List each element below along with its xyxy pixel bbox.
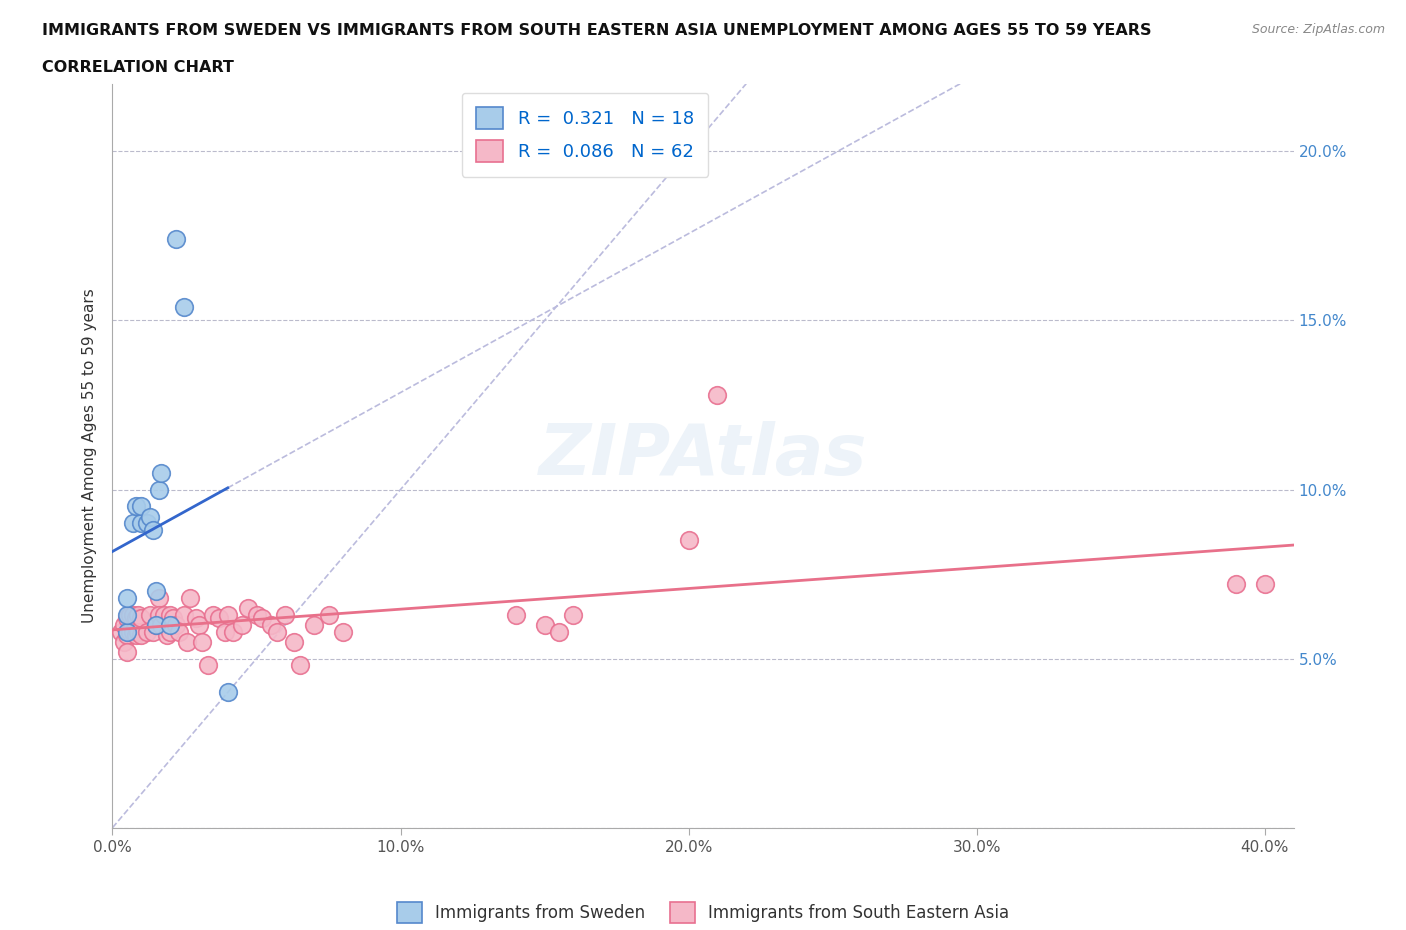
Point	[562, 607, 585, 622]
Legend: Immigrants from Sweden, Immigrants from South Eastern Asia: Immigrants from Sweden, Immigrants from …	[389, 896, 1017, 929]
Point	[260, 618, 283, 632]
Text: ZIPAtlas: ZIPAtlas	[538, 421, 868, 490]
Point	[222, 624, 245, 639]
Point	[148, 607, 170, 622]
Point	[115, 644, 138, 659]
Text: Source: ZipAtlas.com: Source: ZipAtlas.com	[1251, 23, 1385, 36]
Point	[139, 607, 162, 622]
Point	[136, 624, 159, 639]
Point	[231, 618, 253, 632]
Point	[127, 607, 149, 622]
Point	[115, 591, 138, 605]
Point	[121, 624, 143, 639]
Point	[112, 634, 135, 649]
Point	[197, 658, 219, 672]
Point	[121, 516, 143, 531]
Point	[187, 618, 209, 632]
Point	[208, 611, 231, 626]
Point	[173, 607, 195, 622]
Point	[214, 624, 236, 639]
Point	[115, 624, 138, 639]
Point	[145, 618, 167, 632]
Point	[179, 591, 201, 605]
Point	[124, 499, 146, 514]
Point	[145, 583, 167, 598]
Point	[236, 601, 259, 616]
Point	[115, 611, 138, 626]
Point	[112, 618, 135, 632]
Point	[159, 607, 181, 622]
Point	[184, 611, 207, 626]
Point	[121, 607, 143, 622]
Point	[288, 658, 311, 672]
Point	[118, 624, 141, 639]
Point	[129, 628, 152, 643]
Point	[142, 523, 165, 538]
Point	[129, 611, 152, 626]
Point	[118, 607, 141, 622]
Point	[332, 624, 354, 639]
Point	[1254, 577, 1277, 591]
Point	[217, 685, 239, 700]
Point	[202, 607, 225, 622]
Point	[129, 499, 152, 514]
Point	[148, 591, 170, 605]
Point	[148, 482, 170, 497]
Point	[127, 624, 149, 639]
Point	[318, 607, 340, 622]
Point	[706, 388, 728, 403]
Point	[129, 516, 152, 531]
Point	[533, 618, 555, 632]
Point	[124, 628, 146, 643]
Point	[245, 607, 267, 622]
Point	[150, 465, 173, 480]
Point	[165, 232, 187, 246]
Point	[165, 618, 187, 632]
Y-axis label: Unemployment Among Ages 55 to 59 years: Unemployment Among Ages 55 to 59 years	[82, 288, 97, 623]
Point	[156, 628, 179, 643]
Point	[162, 611, 184, 626]
Point	[302, 618, 325, 632]
Point	[678, 533, 700, 548]
Point	[191, 634, 214, 649]
Point	[139, 509, 162, 524]
Point	[142, 624, 165, 639]
Point	[115, 607, 138, 622]
Point	[167, 624, 190, 639]
Point	[136, 516, 159, 531]
Point	[115, 628, 138, 643]
Point	[159, 618, 181, 632]
Point	[252, 611, 274, 626]
Point	[173, 299, 195, 314]
Point	[548, 624, 571, 639]
Point	[274, 607, 297, 622]
Text: CORRELATION CHART: CORRELATION CHART	[42, 60, 233, 75]
Point	[283, 634, 305, 649]
Point	[505, 607, 527, 622]
Point	[124, 611, 146, 626]
Text: IMMIGRANTS FROM SWEDEN VS IMMIGRANTS FROM SOUTH EASTERN ASIA UNEMPLOYMENT AMONG : IMMIGRANTS FROM SWEDEN VS IMMIGRANTS FRO…	[42, 23, 1152, 38]
Point	[1225, 577, 1247, 591]
Point	[150, 618, 173, 632]
Point	[159, 624, 181, 639]
Point	[110, 624, 132, 639]
Point	[176, 634, 198, 649]
Point	[266, 624, 288, 639]
Point	[217, 607, 239, 622]
Point	[145, 618, 167, 632]
Point	[153, 607, 176, 622]
